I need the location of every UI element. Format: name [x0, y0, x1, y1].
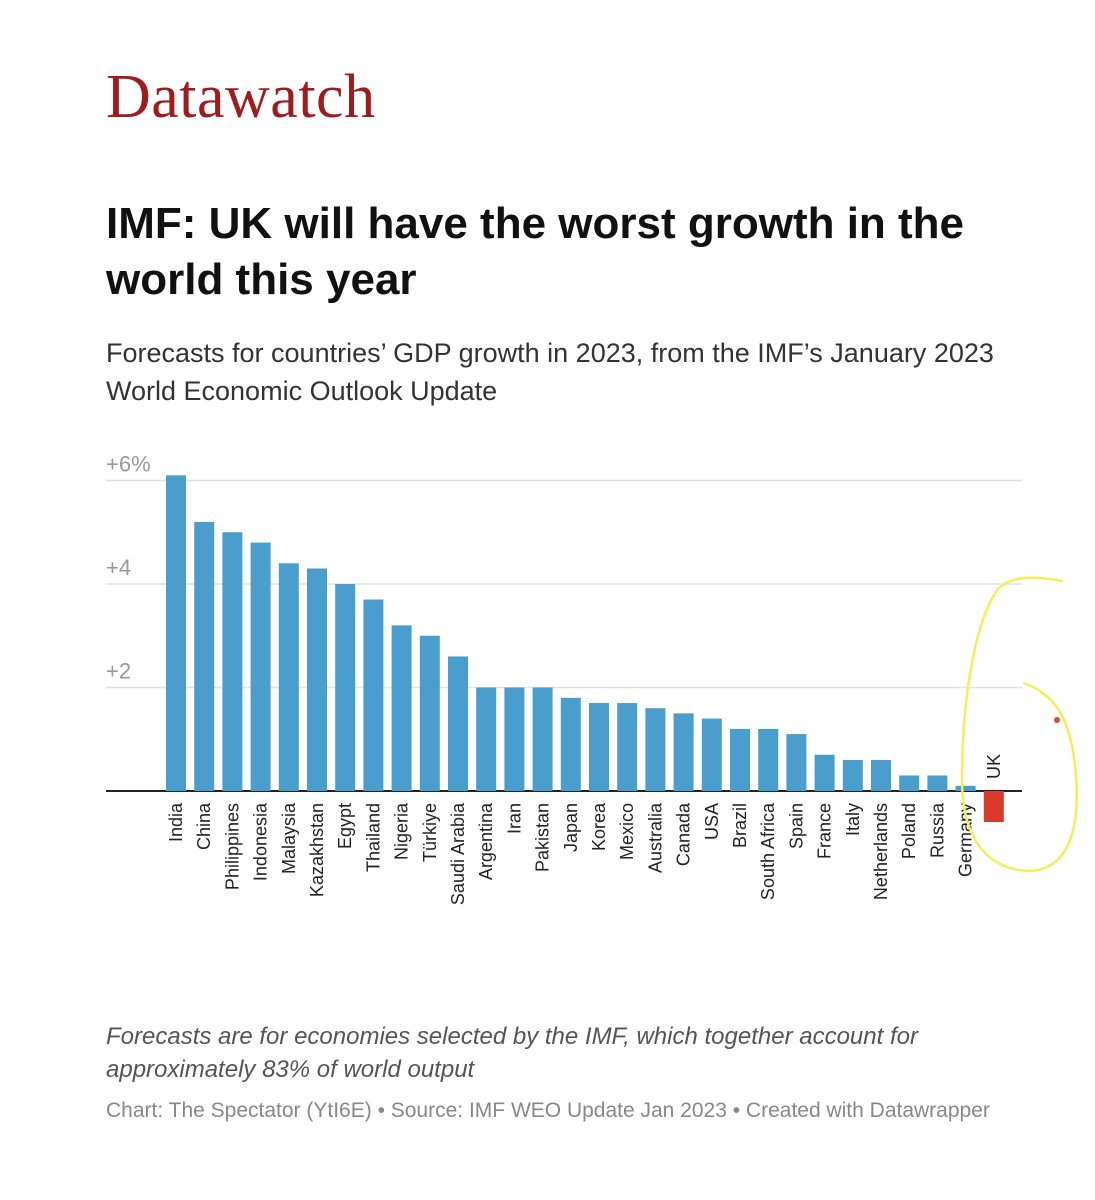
category-label: Kazakhstan — [307, 803, 327, 897]
bar-netherlands — [871, 759, 891, 791]
bar-kazakhstan — [307, 568, 327, 791]
category-label: Egypt — [335, 803, 355, 849]
category-label: Nigeria — [392, 802, 412, 860]
bar-poland — [899, 775, 920, 791]
y-tick-label: +4 — [106, 555, 131, 580]
bar-south-africa — [758, 728, 779, 791]
hand-annotation — [960, 576, 1078, 873]
category-label: Germany — [956, 803, 976, 877]
category-label: Pakistan — [533, 803, 553, 872]
category-label: France — [815, 803, 835, 859]
chart-credit: Chart: The Spectator (YtI6E) • Source: I… — [106, 1099, 990, 1122]
category-label: Australia — [645, 802, 665, 873]
category-label: Russia — [927, 802, 947, 858]
bar-argentina — [476, 687, 497, 791]
category-label: Türkiye — [420, 803, 440, 862]
y-tick-label: +2 — [106, 659, 131, 684]
bar-saudi-arabia — [448, 656, 468, 791]
annotation-dot — [1054, 717, 1060, 723]
category-labels: India China Philippines Indonesia Malaysia Ka… — [166, 754, 1004, 905]
category-label: Japan — [561, 803, 581, 852]
y-tick-label: +6% — [106, 452, 151, 477]
brand-logo: Datawatch — [106, 63, 376, 131]
chart-title: IMF: UK will have the worst growth in th… — [106, 199, 965, 304]
category-label: UK — [984, 754, 1004, 779]
category-label: Spain — [786, 803, 806, 849]
bar-brazil — [730, 728, 750, 791]
bar-france — [814, 754, 835, 791]
bar-malaysia — [278, 563, 299, 791]
bar-australia — [645, 708, 666, 791]
bar-egypt — [335, 584, 356, 791]
bar-mexico — [617, 703, 638, 791]
bar-japan — [560, 697, 581, 791]
category-label: Netherlands — [871, 803, 891, 900]
bar-pakistan — [532, 687, 553, 791]
chart-footnote: Forecasts are for economies selected by … — [106, 1023, 918, 1083]
category-label: Canada — [674, 802, 694, 866]
category-label: Italy — [843, 803, 863, 836]
category-label: Poland — [899, 803, 919, 859]
chart-subtitle: Forecasts for countries’ GDP growth in 2… — [106, 338, 994, 406]
category-label: Thailand — [363, 803, 383, 872]
category-label: China — [194, 802, 214, 850]
category-label: Brazil — [730, 803, 750, 848]
category-label: Iran — [504, 803, 524, 834]
category-label: Mexico — [617, 803, 637, 860]
bar-russia — [927, 775, 948, 791]
category-label: Indonesia — [251, 802, 271, 881]
bar-germany — [955, 785, 976, 791]
bar-italy — [842, 759, 863, 791]
bar-uk — [983, 791, 1004, 823]
category-label: Saudi Arabia — [448, 802, 468, 905]
category-label: Korea — [589, 802, 609, 851]
bar-canada — [673, 713, 694, 791]
category-label: South Africa — [758, 802, 778, 900]
bar-chart: +2 +4 +6% India China Philippines Indonesia Ma… — [106, 452, 1078, 905]
bar-korea — [589, 703, 609, 791]
annotation-circle-stroke — [960, 576, 1078, 873]
bar-iran — [504, 687, 525, 791]
category-label: Philippines — [222, 803, 242, 890]
category-label: India — [166, 802, 186, 842]
bar-indonesia — [250, 542, 271, 791]
bar-philippines — [222, 532, 243, 791]
bar-china — [194, 521, 215, 791]
bar-usa — [701, 718, 722, 791]
bars — [166, 475, 1004, 823]
category-label: Argentina — [476, 802, 496, 880]
bar-thailand — [363, 599, 384, 791]
bar-india — [166, 475, 186, 791]
bar-spain — [786, 734, 807, 791]
category-label: Malaysia — [279, 802, 299, 874]
category-label: USA — [702, 803, 722, 840]
bar-türkiye — [419, 635, 440, 791]
bar-nigeria — [391, 625, 412, 791]
